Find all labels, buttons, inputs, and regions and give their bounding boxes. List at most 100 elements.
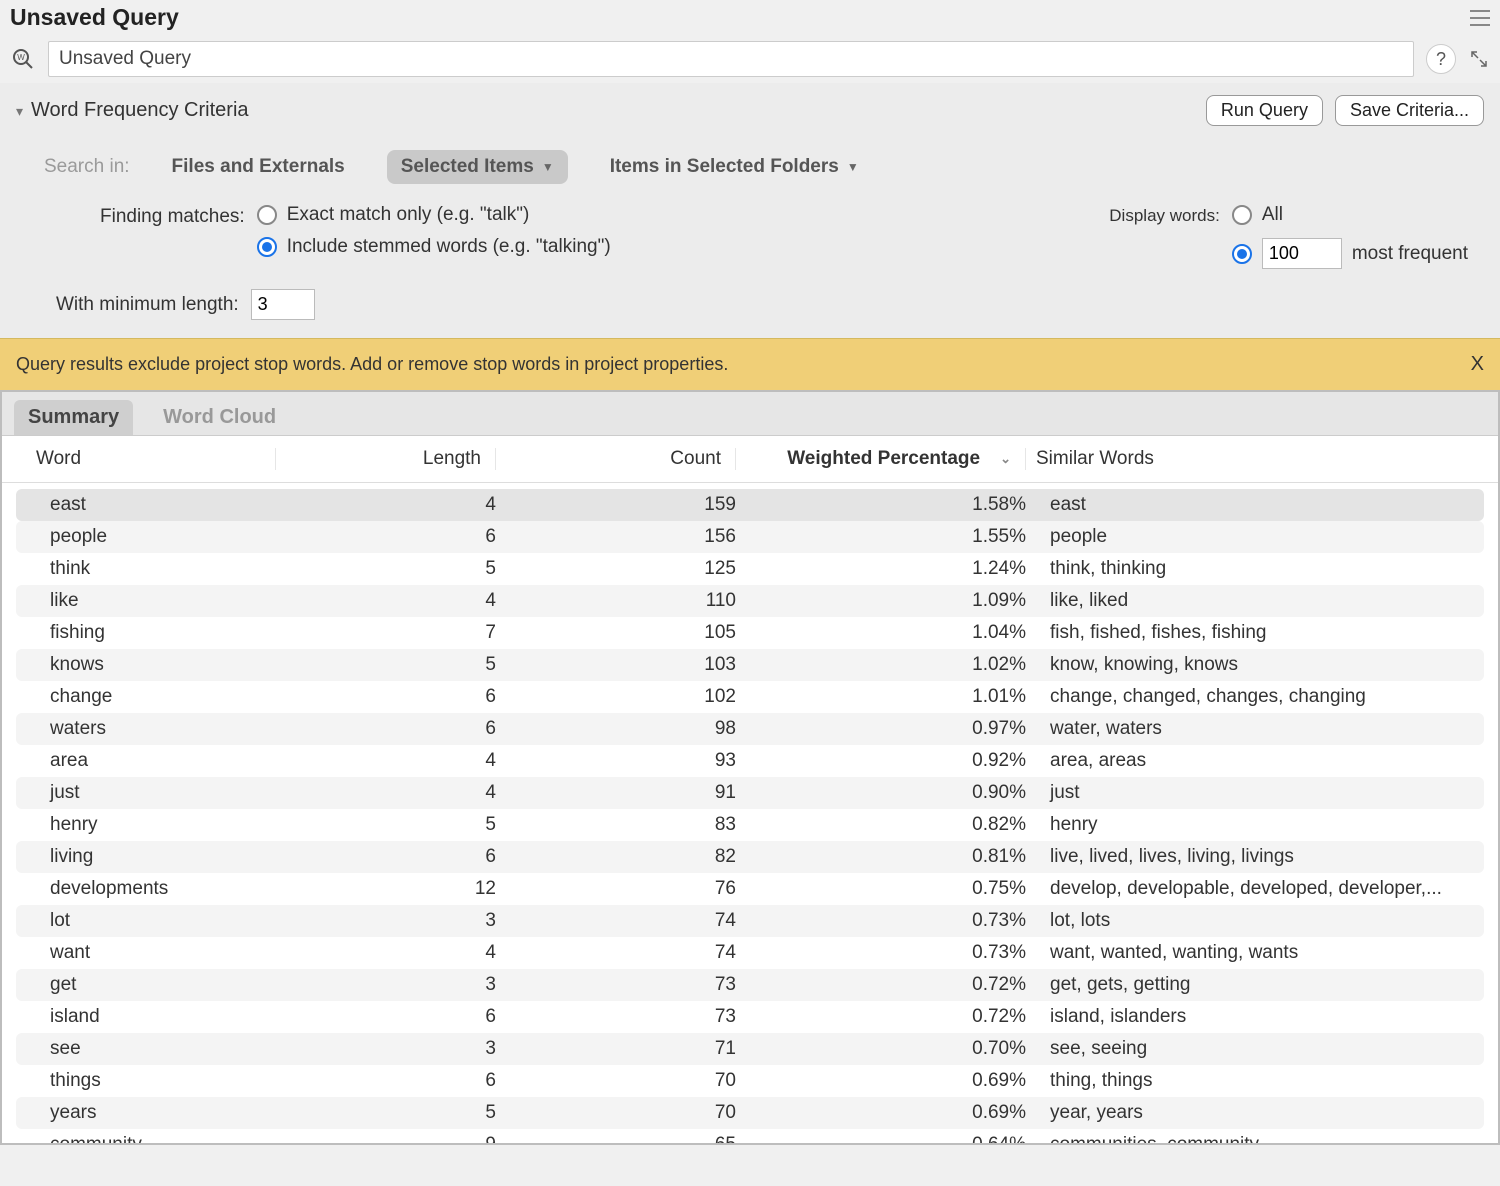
col-similar[interactable]: Similar Words [1026,448,1476,470]
cell-length: 6 [290,846,510,868]
criteria-panel: ▾ Word Frequency Criteria Run Query Save… [0,83,1500,338]
window-title: Unsaved Query [10,4,179,31]
cell-similar: thing, things [1040,1070,1462,1092]
most-frequent-label: most frequent [1352,243,1468,265]
table-row[interactable]: see3710.70%see, seeing [16,1033,1484,1065]
table-row[interactable]: lot3740.73%lot, lots [16,905,1484,937]
table-row[interactable]: waters6980.97%water, waters [16,713,1484,745]
run-query-button[interactable]: Run Query [1206,95,1323,126]
help-button[interactable]: ? [1426,44,1456,74]
cell-word: people [50,526,290,548]
query-name-bar: W ? [0,35,1500,83]
cell-length: 5 [290,1102,510,1124]
table-row[interactable]: people61561.55%people [16,521,1484,553]
col-word[interactable]: Word [36,448,276,470]
most-frequent-input[interactable] [1262,238,1342,269]
cell-weighted: 1.09% [750,590,1040,612]
table-row[interactable]: knows51031.02%know, knowing, knows [16,649,1484,681]
cell-similar: henry [1040,814,1462,836]
cell-count: 159 [510,494,750,516]
dropdown-caret-icon: ▼ [847,160,859,174]
menu-icon[interactable] [1470,10,1490,26]
cell-weighted: 0.70% [750,1038,1040,1060]
cell-word: fishing [50,622,290,644]
display-all-radio[interactable] [1232,205,1252,225]
cell-weighted: 0.90% [750,782,1040,804]
cell-weighted: 1.04% [750,622,1040,644]
cell-word: island [50,1006,290,1028]
exact-match-radio[interactable] [257,205,277,225]
notice-close-button[interactable]: X [1471,353,1484,376]
cell-similar: lot, lots [1040,910,1462,932]
cell-count: 65 [510,1134,750,1143]
search-in-files-externals-label: Files and Externals [172,156,345,178]
cell-similar: communities, community [1040,1134,1462,1143]
criteria-title-text: Word Frequency Criteria [31,99,248,122]
svg-text:W: W [17,53,25,62]
min-length-label: With minimum length: [56,294,239,316]
cell-weighted: 0.64% [750,1134,1040,1143]
table-row[interactable]: get3730.72%get, gets, getting [16,969,1484,1001]
stemmed-radio[interactable] [257,237,277,257]
table-row[interactable]: area4930.92%area, areas [16,745,1484,777]
cell-count: 82 [510,846,750,868]
cell-length: 5 [290,654,510,676]
cell-count: 71 [510,1038,750,1060]
search-in-label: Search in: [44,156,130,178]
search-in-selected-items-label: Selected Items [401,156,534,178]
cell-length: 6 [290,1070,510,1092]
table-row[interactable]: change61021.01%change, changed, changes,… [16,681,1484,713]
cell-similar: know, knowing, knows [1040,654,1462,676]
table-row[interactable]: developments12760.75%develop, developabl… [16,873,1484,905]
cell-similar: develop, developable, developed, develop… [1040,878,1462,900]
display-all-label: All [1262,204,1283,226]
query-name-input[interactable] [48,41,1414,77]
search-in-files-externals[interactable]: Files and Externals [158,150,359,184]
col-weighted[interactable]: Weighted Percentage ⌄ [736,448,1026,470]
tab-summary[interactable]: Summary [14,400,133,435]
save-criteria-button[interactable]: Save Criteria... [1335,95,1484,126]
cell-length: 3 [290,974,510,996]
expand-icon[interactable] [1468,48,1490,70]
table-row[interactable]: island6730.72%island, islanders [16,1001,1484,1033]
cell-count: 125 [510,558,750,580]
cell-count: 102 [510,686,750,708]
col-count[interactable]: Count [496,448,736,470]
results-tabs: Summary Word Cloud [2,392,1498,436]
table-row[interactable]: community9650.64%communities, community [16,1129,1484,1143]
tab-word-cloud[interactable]: Word Cloud [149,400,290,435]
search-in-selected-items[interactable]: Selected Items ▼ [387,150,568,184]
cell-word: change [50,686,290,708]
cell-word: henry [50,814,290,836]
cell-weighted: 1.02% [750,654,1040,676]
criteria-title[interactable]: ▾ Word Frequency Criteria [16,99,249,122]
cell-word: get [50,974,290,996]
cell-word: see [50,1038,290,1060]
table-row[interactable]: fishing71051.04%fish, fished, fishes, fi… [16,617,1484,649]
title-bar: Unsaved Query [0,0,1500,35]
cell-length: 4 [290,494,510,516]
collapse-chevron-icon[interactable]: ▾ [16,103,23,120]
cell-similar: water, waters [1040,718,1462,740]
table-row[interactable]: years5700.69%year, years [16,1097,1484,1129]
cell-count: 73 [510,1006,750,1028]
cell-word: knows [50,654,290,676]
search-in-items-folders[interactable]: Items in Selected Folders ▼ [596,150,873,184]
cell-weighted: 0.92% [750,750,1040,772]
table-row[interactable]: like41101.09%like, liked [16,585,1484,617]
table-body: east41591.58%eastpeople61561.55%peopleth… [2,483,1498,1143]
table-row[interactable]: want4740.73%want, wanted, wanting, wants [16,937,1484,969]
cell-word: think [50,558,290,580]
cell-count: 74 [510,942,750,964]
table-row[interactable]: things6700.69%thing, things [16,1065,1484,1097]
cell-word: community [50,1134,290,1143]
table-row[interactable]: east41591.58%east [16,489,1484,521]
min-length-input[interactable] [251,289,315,320]
cell-length: 6 [290,526,510,548]
col-length[interactable]: Length [276,448,496,470]
display-n-radio[interactable] [1232,244,1252,264]
table-row[interactable]: living6820.81%live, lived, lives, living… [16,841,1484,873]
table-row[interactable]: henry5830.82%henry [16,809,1484,841]
table-row[interactable]: just4910.90%just [16,777,1484,809]
table-row[interactable]: think51251.24%think, thinking [16,553,1484,585]
